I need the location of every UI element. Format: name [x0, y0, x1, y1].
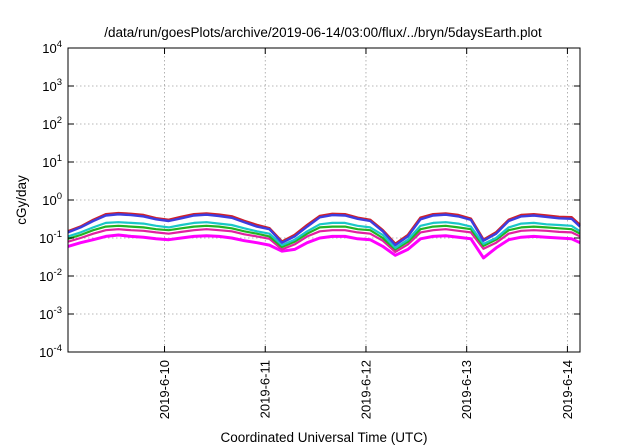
y-axis: 10-4 10-3 10-2 10-1 100 101 102 103 104 — [39, 39, 580, 360]
series-line-2 — [67, 213, 581, 247]
series-line-6 — [67, 233, 581, 260]
x-tick-label: 2019-6-14 — [560, 360, 575, 419]
x-tick-label: 2019-6-11 — [258, 360, 273, 418]
x-tick-label: 2019-6-13 — [459, 360, 474, 419]
grid — [68, 48, 580, 352]
x-axis-title: Coordinated Universal Time (UTC) — [220, 430, 427, 445]
y-axis-title: cGy/day — [14, 175, 29, 225]
chart-title: /data/run/goesPlots/archive/2019-06-14/0… — [104, 25, 542, 40]
series-line-5 — [67, 228, 581, 253]
y-tick-label: 10-1 — [39, 229, 62, 246]
series-layer — [67, 211, 581, 260]
y-tick-label: 104 — [42, 39, 62, 56]
x-axis: 2019-6-10 2019-6-11 2019-6-12 2019-6-13 2019… — [157, 48, 575, 419]
y-tick-label: 10-2 — [39, 267, 62, 284]
series-line-4 — [67, 224, 581, 251]
y-tick-label: 102 — [42, 115, 62, 132]
y-tick-label: 100 — [42, 191, 62, 208]
y-tick-label: 103 — [42, 77, 62, 94]
y-tick-label: 10-3 — [39, 305, 62, 322]
series-line-3 — [67, 221, 581, 249]
x-tick-label: 2019-6-10 — [157, 360, 172, 419]
x-tick-label: 2019-6-12 — [358, 360, 373, 419]
y-tick-label: 10-4 — [39, 343, 62, 360]
y-tick-label: 101 — [42, 153, 62, 170]
